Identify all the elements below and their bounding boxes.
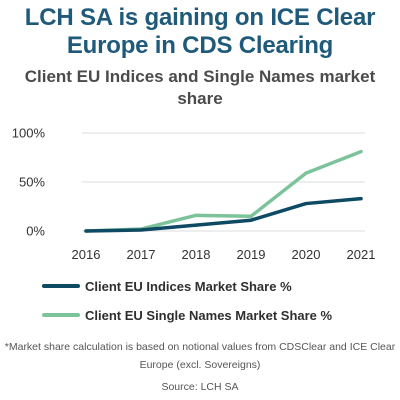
y-axis-ticks: 0% 50% 100% [12, 126, 46, 239]
data-point [304, 201, 308, 206]
chart-subtitle: Client EU Indices and Single Names marke… [24, 67, 376, 108]
x-tick-label: 2016 [72, 247, 101, 262]
legend-label: Client EU Single Names Market Share % [85, 308, 333, 323]
x-tick-label: 2017 [127, 247, 156, 262]
chart-title: LCH SA is gaining on ICE Clear Europe in… [24, 4, 376, 59]
series-lines [84, 149, 363, 233]
data-point [194, 223, 198, 227]
data-point [194, 213, 198, 217]
data-point [304, 171, 308, 175]
data-point [139, 228, 143, 232]
x-tick-label: 2021 [347, 247, 376, 262]
x-tick-label: 2018 [182, 247, 211, 262]
footnote: *Market share calculation is based on no… [4, 341, 396, 371]
y-tick-label: 0% [26, 224, 45, 239]
legend-label: Client EU Indices Market Share % [85, 279, 292, 294]
source-note: Source: LCH SA [161, 381, 239, 393]
y-tick-label: 50% [19, 175, 45, 190]
data-point [359, 197, 363, 201]
x-tick-label: 2020 [292, 247, 321, 262]
data-point [249, 214, 253, 218]
data-point [249, 218, 253, 222]
series-line-single-names [84, 149, 363, 233]
x-axis-ticks: 2016 2017 2018 2019 2020 2021 [72, 247, 376, 262]
series-line-indices [84, 196, 363, 233]
data-point [84, 229, 88, 233]
data-point [359, 150, 363, 154]
y-tick-label: 100% [12, 126, 46, 141]
x-tick-label: 2019 [237, 247, 266, 262]
legend: Client EU Indices Market Share % Client E… [42, 279, 333, 323]
